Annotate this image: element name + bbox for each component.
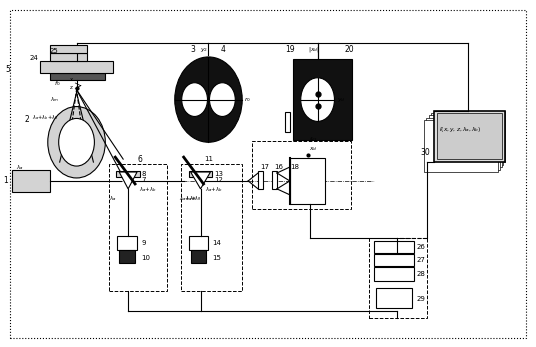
- Text: 25: 25: [50, 48, 58, 54]
- Text: $f_0$: $f_0$: [54, 79, 61, 88]
- Text: 28: 28: [417, 271, 426, 277]
- Text: 2: 2: [25, 115, 29, 124]
- Text: $\lambda_m$: $\lambda_m$: [50, 95, 59, 104]
- Text: 14: 14: [212, 240, 221, 246]
- Text: $\lambda_a\!+\!\lambda_b\!+\!\lambda_R$: $\lambda_a\!+\!\lambda_b\!+\!\lambda_R$: [32, 113, 58, 122]
- Bar: [117, 237, 137, 251]
- Bar: [191, 251, 206, 263]
- Text: 3: 3: [191, 45, 196, 54]
- Text: $\lambda_a\!+\!\lambda_b$: $\lambda_a\!+\!\lambda_b$: [139, 185, 157, 194]
- Bar: [119, 251, 135, 263]
- Bar: [116, 171, 140, 177]
- Bar: [429, 116, 502, 167]
- Text: 19: 19: [285, 45, 294, 54]
- Bar: [285, 112, 290, 132]
- Text: 9: 9: [141, 240, 146, 246]
- Text: 4: 4: [220, 45, 225, 54]
- Text: $I(x,y,z,\lambda_a,\lambda_b)$: $I(x,y,z,\lambda_a,\lambda_b)$: [438, 125, 481, 134]
- Text: z: z: [70, 85, 72, 90]
- Text: 27: 27: [417, 257, 426, 263]
- Text: 8: 8: [141, 171, 146, 177]
- Bar: [374, 254, 414, 266]
- Text: 30: 30: [421, 148, 430, 157]
- Bar: [50, 73, 105, 80]
- Bar: [437, 113, 502, 159]
- Text: 13: 13: [214, 171, 224, 177]
- Text: 24: 24: [30, 55, 39, 61]
- Text: $\lambda_a\!+\!\lambda_b$: $\lambda_a\!+\!\lambda_b$: [205, 185, 222, 194]
- Text: $f_{d2}$: $f_{d2}$: [309, 135, 318, 144]
- Bar: [434, 110, 505, 162]
- Polygon shape: [191, 172, 211, 189]
- Bar: [426, 118, 500, 170]
- Text: 29: 29: [417, 296, 426, 302]
- Text: $\lambda_a\!+\!\lambda_R$: $\lambda_a\!+\!\lambda_R$: [178, 194, 197, 203]
- Text: 26: 26: [417, 244, 426, 251]
- Bar: [431, 113, 503, 164]
- Bar: [272, 171, 277, 189]
- Bar: [50, 45, 87, 53]
- Text: $|x_d|$: $|x_d|$: [308, 45, 319, 54]
- Text: $r_0$: $r_0$: [244, 95, 251, 104]
- Text: $x_d$: $x_d$: [309, 145, 318, 153]
- Bar: [40, 61, 113, 73]
- Bar: [290, 158, 324, 204]
- Text: x: x: [70, 77, 73, 82]
- Text: 18: 18: [290, 164, 299, 170]
- Bar: [376, 288, 412, 308]
- Bar: [374, 242, 414, 253]
- Text: $y_2$: $y_2$: [200, 46, 209, 54]
- Text: $\lambda_a$: $\lambda_a$: [16, 163, 24, 171]
- Ellipse shape: [175, 57, 242, 142]
- Ellipse shape: [210, 83, 235, 117]
- Text: $y_d$: $y_d$: [338, 95, 346, 104]
- Text: 17: 17: [260, 164, 269, 170]
- Text: $\lambda_a$: $\lambda_a$: [109, 194, 117, 203]
- Bar: [12, 170, 50, 192]
- Text: 11: 11: [205, 156, 213, 162]
- Bar: [181, 164, 242, 291]
- Polygon shape: [119, 172, 137, 189]
- Bar: [258, 171, 263, 189]
- Bar: [252, 141, 351, 209]
- Ellipse shape: [301, 78, 334, 121]
- Bar: [369, 238, 427, 318]
- Text: 1: 1: [3, 176, 8, 185]
- Text: 5: 5: [5, 65, 10, 74]
- Text: 20: 20: [345, 45, 354, 54]
- Bar: [109, 164, 167, 291]
- Text: 6: 6: [137, 155, 142, 164]
- Bar: [293, 59, 352, 140]
- Bar: [189, 171, 212, 177]
- Ellipse shape: [182, 83, 207, 117]
- Text: $\lambda_a\!+\!\lambda_R$: $\lambda_a\!+\!\lambda_R$: [185, 194, 202, 203]
- Text: 7: 7: [141, 177, 146, 183]
- Text: 16: 16: [274, 164, 283, 170]
- Text: 12: 12: [214, 177, 224, 183]
- Bar: [374, 267, 414, 281]
- Bar: [424, 120, 498, 172]
- Text: 10: 10: [141, 255, 150, 261]
- Text: 15: 15: [212, 255, 221, 261]
- Ellipse shape: [48, 107, 105, 178]
- Bar: [434, 110, 505, 162]
- Bar: [189, 237, 209, 251]
- Ellipse shape: [58, 118, 94, 166]
- Bar: [50, 53, 87, 61]
